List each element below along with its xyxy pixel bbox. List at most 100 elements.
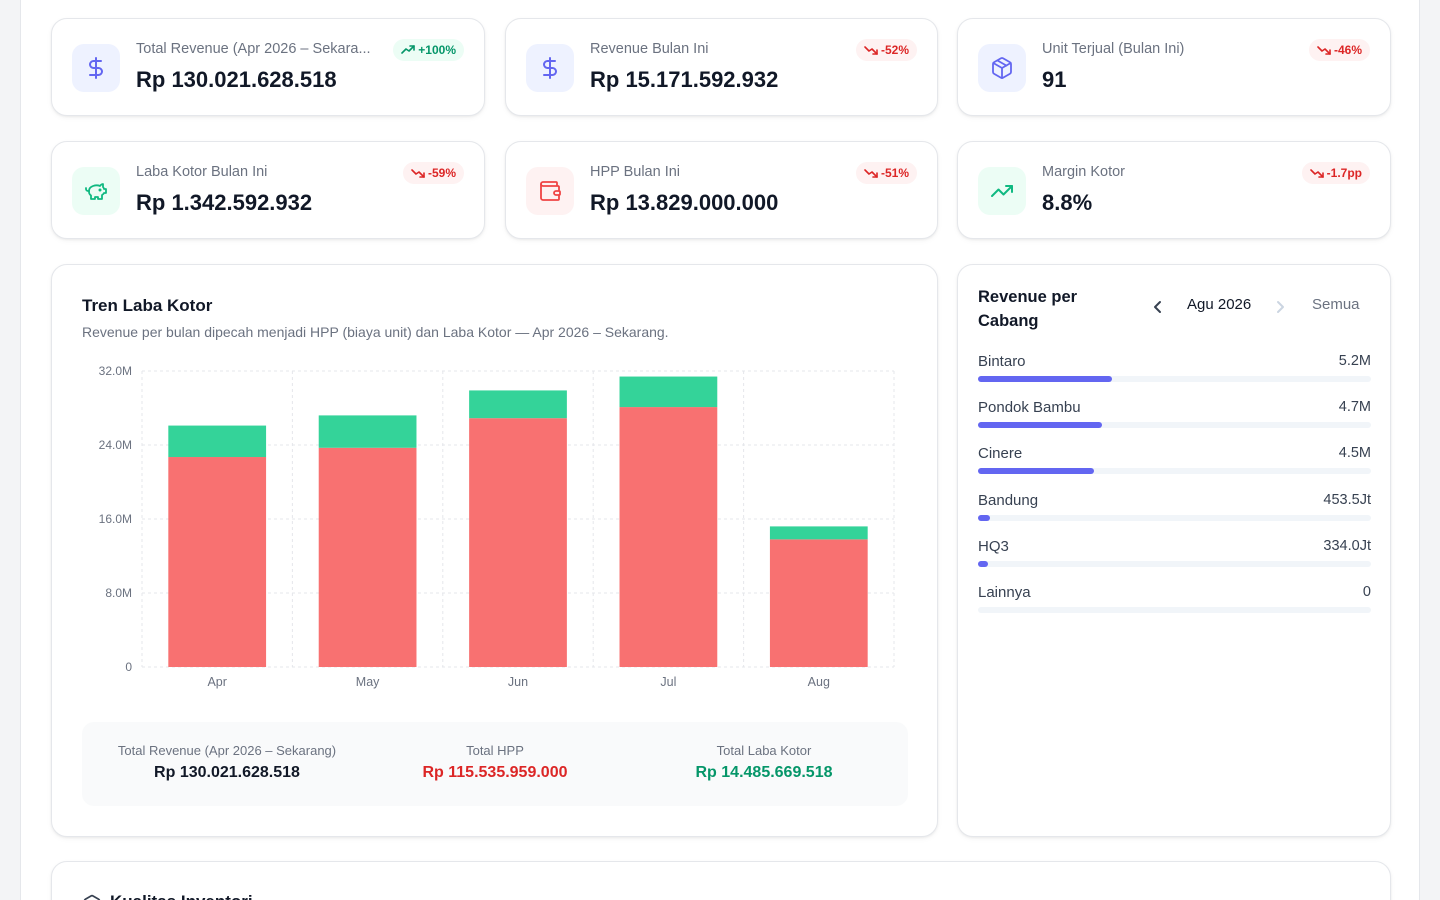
- x-tick-label: May: [356, 675, 380, 689]
- bar-laba-kotor-aug: [769, 526, 868, 540]
- total-revenue-value: Rp 130.021.628.518: [154, 764, 300, 781]
- branch-bar-fill: [978, 468, 1094, 475]
- branch-row: Pondok Bambu 4.7M: [978, 399, 1371, 439]
- trend-down-arrow-icon: [1317, 46, 1331, 55]
- branch-row: Cinere 4.5M: [978, 445, 1371, 485]
- branch-value: 4.7M: [1338, 399, 1371, 416]
- branch-value: 453.5Jt: [1323, 491, 1371, 508]
- kpi-card-total-revenue: Total Revenue (Apr 2026 – Sekara... Rp 1…: [51, 18, 485, 116]
- box-icon: [83, 894, 101, 900]
- branch-name: Bintaro: [978, 353, 1026, 370]
- kpi-change-badge: -51%: [855, 162, 917, 184]
- total-hpp-label: Total HPP: [466, 743, 524, 758]
- branch-name: HQ3: [978, 537, 1009, 555]
- kpi-change-value: -46%: [1333, 43, 1362, 57]
- kpi-value: 8.8%: [1042, 190, 1093, 215]
- total-laba-summary: Total Laba Kotor Rp 14.485.669.518: [629, 743, 899, 782]
- bar-hpp-may: [318, 447, 417, 667]
- wallet-icon: [526, 167, 574, 215]
- total-hpp-summary: Total HPP Rp 115.535.959.000: [360, 743, 630, 782]
- kpi-change-badge: -59%: [402, 162, 464, 184]
- trend-up-arrow-icon: [401, 45, 416, 54]
- kpi-change-value: -52%: [880, 43, 909, 57]
- branch-bar-track: [978, 514, 1371, 521]
- dashboard-page: Total Revenue (Apr 2026 – Sekara... Rp 1…: [20, 0, 1420, 900]
- kpi-value: Rp 15.171.592.932: [590, 67, 779, 92]
- kpi-value: Rp 13.829.000.000: [590, 190, 779, 215]
- total-laba-value: Rp 14.485.669.518: [695, 764, 833, 781]
- branch-value: 0: [1362, 584, 1371, 600]
- kpi-change-badge: -46%: [1308, 39, 1370, 61]
- branch-name: Lainnya: [978, 584, 1031, 601]
- trend-laba-kotor-card: Tren Laba Kotor Revenue per bulan dipeca…: [51, 264, 938, 837]
- prev-month-button[interactable]: [1150, 299, 1170, 319]
- branch-name: Pondok Bambu: [978, 399, 1081, 417]
- chart-subtitle: Revenue per bulan dipecah menjadi HPP (b…: [82, 324, 669, 340]
- period-label: Agu 2026: [1187, 296, 1252, 313]
- total-revenue-summary: Total Revenue (Apr 2026 – Sekarang) Rp 1…: [92, 743, 362, 782]
- totals-summary: Total Revenue (Apr 2026 – Sekarang) Rp 1…: [82, 722, 908, 806]
- total-laba-label: Total Laba Kotor: [716, 743, 812, 758]
- branch-name: Cinere: [978, 445, 1023, 463]
- kpi-label: HPP Bulan Ini: [590, 164, 681, 180]
- branch-name: Bandung: [978, 491, 1039, 509]
- kpi-card-unit-terjual: Unit Terjual (Bulan Ini) 91 -46%: [957, 18, 1391, 116]
- bar-laba-kotor-may: [318, 415, 417, 448]
- kualitas-inventori-card: Kualitas Inventori: [51, 861, 1391, 900]
- branch-bar-track: [978, 422, 1371, 429]
- kpi-label: Unit Terjual (Bulan Ini): [1042, 41, 1185, 57]
- box-icon: [978, 44, 1026, 92]
- bar-laba-kotor-jun: [469, 390, 567, 419]
- branch-value: 4.5M: [1338, 445, 1371, 462]
- branch-bar-track: [978, 376, 1371, 382]
- x-tick-label: Jun: [508, 675, 528, 689]
- section-title: Kualitas Inventori: [110, 892, 253, 900]
- bar-hpp-apr: [168, 457, 267, 667]
- revenue-per-cabang-card: Revenue per Cabang Agu 2026 Semua Bintar…: [957, 264, 1391, 837]
- kpi-change-badge: +100%: [393, 39, 464, 61]
- y-tick-label: 24.0M: [99, 438, 132, 452]
- card-title: Revenue per Cabang: [978, 288, 1078, 330]
- kpi-card-margin-kotor: Margin Kotor 8.8% -1.7pp: [957, 141, 1391, 239]
- total-hpp-value: Rp 115.535.959.000: [422, 764, 568, 781]
- chart-title: Tren Laba Kotor: [82, 296, 213, 315]
- bar-laba-kotor-apr: [168, 425, 267, 458]
- branch-value: 5.2M: [1338, 353, 1371, 369]
- branch-row: Lainnya 0: [978, 584, 1371, 624]
- next-month-button[interactable]: [1272, 299, 1292, 319]
- kpi-label: Margin Kotor: [1042, 164, 1126, 180]
- trending-up-icon: [978, 167, 1026, 215]
- kpi-label: Revenue Bulan Ini: [590, 41, 709, 57]
- y-tick-label: 0: [125, 660, 132, 674]
- kpi-value: Rp 1.342.592.932: [136, 190, 313, 215]
- branch-bar-fill: [978, 514, 990, 521]
- branch-bar-track: [978, 468, 1371, 475]
- branch-row: HQ3 334.0Jt: [978, 538, 1371, 578]
- trend-down-arrow-icon: [864, 169, 878, 178]
- show-all-button[interactable]: Semua: [1312, 296, 1360, 313]
- kpi-change-badge: -1.7pp: [1301, 162, 1370, 184]
- bar-hpp-jul: [619, 407, 718, 667]
- chevron-right-icon: [1277, 301, 1284, 313]
- trend-down-arrow-icon: [864, 46, 878, 55]
- kpi-label: Total Revenue (Apr 2026 – Sekara...: [136, 41, 371, 57]
- kpi-value: 91: [1042, 67, 1067, 92]
- kpi-label: Laba Kotor Bulan Ini: [136, 164, 268, 180]
- branch-bar-track: [978, 607, 1371, 613]
- total-revenue-label: Total Revenue (Apr 2026 – Sekarang): [117, 743, 337, 758]
- x-tick-label: Aug: [808, 675, 830, 689]
- kpi-change-badge: -52%: [855, 39, 917, 61]
- kpi-change-value: -1.7pp: [1326, 166, 1362, 180]
- chevron-left-icon: [1154, 301, 1161, 313]
- dollar-icon: [526, 44, 574, 92]
- kpi-change-value: -51%: [880, 166, 909, 180]
- bar-laba-kotor-jul: [619, 376, 718, 408]
- y-tick-label: 8.0M: [105, 586, 132, 600]
- y-tick-label: 32.0M: [99, 364, 132, 378]
- branch-value: 334.0Jt: [1323, 537, 1371, 554]
- branch-bar-fill: [978, 422, 1102, 429]
- trend-down-arrow-icon: [411, 169, 425, 178]
- kpi-change-value: +100%: [418, 43, 456, 57]
- branch-bar-fill: [978, 376, 1112, 382]
- bar-hpp-aug: [769, 539, 868, 667]
